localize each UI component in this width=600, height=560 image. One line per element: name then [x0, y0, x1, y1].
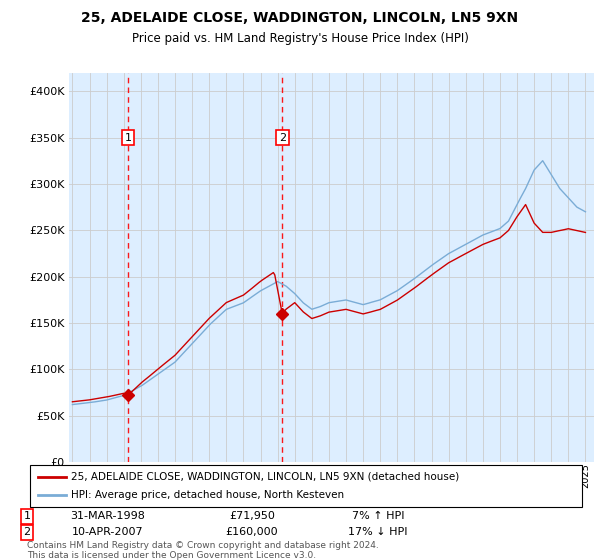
Text: 25, ADELAIDE CLOSE, WADDINGTON, LINCOLN, LN5 9XN: 25, ADELAIDE CLOSE, WADDINGTON, LINCOLN,… [82, 11, 518, 25]
Text: 25, ADELAIDE CLOSE, WADDINGTON, LINCOLN, LN5 9XN (detached house): 25, ADELAIDE CLOSE, WADDINGTON, LINCOLN,… [71, 472, 460, 482]
Text: 2: 2 [23, 528, 31, 538]
Text: HPI: Average price, detached house, North Kesteven: HPI: Average price, detached house, Nort… [71, 490, 344, 500]
Text: 31-MAR-1998: 31-MAR-1998 [71, 511, 145, 521]
Text: Contains HM Land Registry data © Crown copyright and database right 2024.
This d: Contains HM Land Registry data © Crown c… [27, 541, 379, 560]
Text: 17% ↓ HPI: 17% ↓ HPI [348, 528, 408, 538]
FancyBboxPatch shape [30, 465, 582, 507]
Text: £160,000: £160,000 [226, 528, 278, 538]
Text: 2: 2 [278, 133, 286, 143]
Text: 7% ↑ HPI: 7% ↑ HPI [352, 511, 404, 521]
Text: Price paid vs. HM Land Registry's House Price Index (HPI): Price paid vs. HM Land Registry's House … [131, 32, 469, 45]
Text: 10-APR-2007: 10-APR-2007 [72, 528, 144, 538]
Text: 1: 1 [23, 511, 31, 521]
Text: 1: 1 [124, 133, 131, 143]
Text: £71,950: £71,950 [229, 511, 275, 521]
